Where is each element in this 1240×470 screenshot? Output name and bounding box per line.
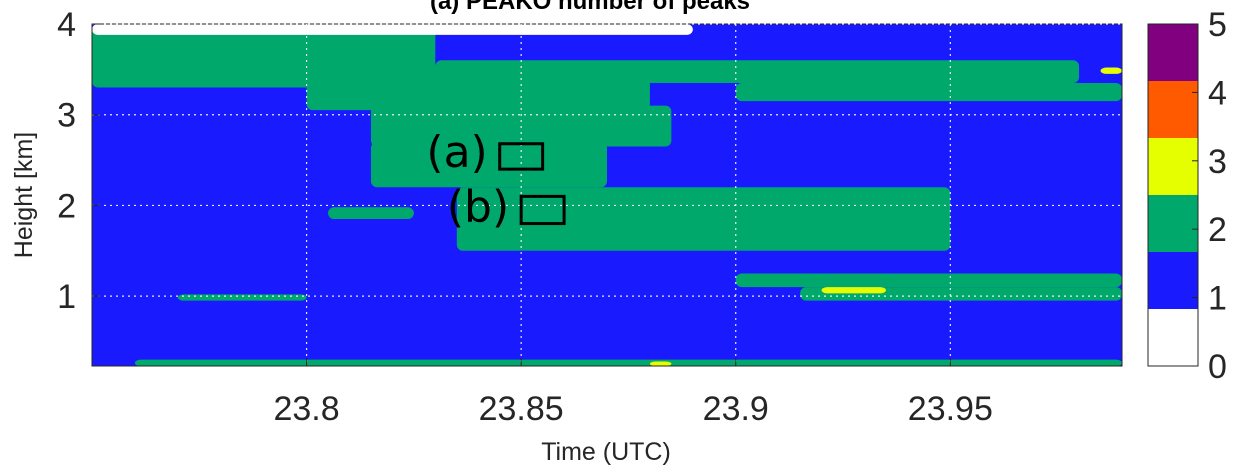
chart-title: (a) PEAKO number of peaks (430, 0, 750, 15)
colorbar-tick-label-3: 3 (1208, 143, 1227, 181)
colorbar-segment-4 (1148, 81, 1198, 138)
colorbar-tick-label-1: 1 (1208, 280, 1227, 318)
y-axis: 1 2 3 4 (57, 6, 100, 316)
annotation-box-1 (519, 194, 566, 226)
colorbar-tick-label-4: 4 (1208, 74, 1227, 112)
annotation-label-1: (b) (447, 182, 509, 233)
colorbar-frame (1147, 23, 1199, 367)
colorbar-segment-0 (1148, 309, 1198, 366)
colorbar-segment-1 (1148, 252, 1198, 309)
region-peaks-2-3 (735, 82, 1122, 102)
colorbar-tick-label-0: 0 (1208, 348, 1227, 386)
region-peaks-2-2 (435, 60, 1080, 83)
x-tick-label-2: 23.9 (703, 390, 769, 428)
x-tick-label-0: 23.8 (273, 390, 339, 428)
region-peaks-2-9 (735, 273, 1122, 288)
region-peaks-2-8 (177, 294, 307, 301)
region-peaks-0-0 (92, 24, 693, 35)
annotation-box-0 (498, 142, 545, 171)
y-tick-label-3: 4 (57, 6, 76, 44)
x-axis: 23.8 23.85 23.9 23.95 (273, 358, 993, 428)
y-tick-label-0: 1 (57, 278, 76, 316)
annotations: (a)(b) (426, 127, 566, 233)
annotation-label-0: (a) (426, 127, 487, 178)
plot-area (91, 23, 1123, 367)
region-peaks-3-1 (1100, 67, 1122, 74)
colorbar: 0 1 2 3 4 5 (1147, 6, 1227, 386)
region-peaks-2-6 (456, 187, 951, 251)
region-peaks-3-2 (649, 361, 672, 366)
colorbar-tick-label-2: 2 (1208, 211, 1227, 249)
x-tick-label-3: 23.95 (908, 390, 993, 428)
x-tick-label-1: 23.85 (479, 390, 564, 428)
grid (92, 23, 1122, 366)
colorbar-segment-2 (1148, 195, 1198, 252)
region-peaks-2-11 (134, 359, 1122, 366)
y-tick-label-1: 2 (57, 187, 76, 225)
x-axis-label: Time (UTC) (541, 438, 671, 466)
y-axis-label: Height [km] (10, 132, 38, 258)
region-peaks-3-0 (821, 287, 886, 294)
plot-frame (91, 23, 1123, 367)
colorbar-tick-label-5: 5 (1208, 6, 1227, 44)
region-peaks-2-7 (328, 207, 414, 220)
colorbar-segment-3 (1148, 138, 1198, 195)
colorbar-segment-5 (1148, 24, 1198, 81)
y-tick-label-2: 3 (57, 97, 76, 135)
region-peaks-2-5 (370, 141, 607, 188)
